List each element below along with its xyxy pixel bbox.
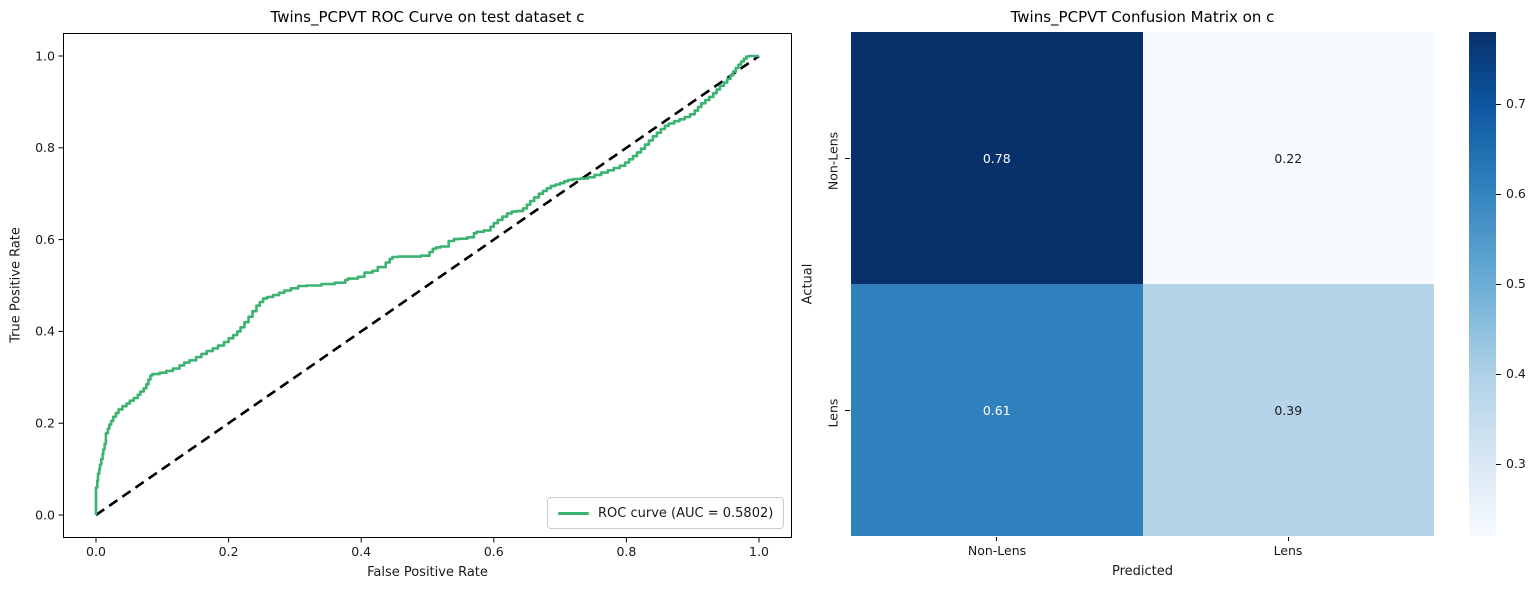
cm-x-tick-lens: Lens	[1273, 543, 1303, 558]
colorbar-tick-label: 0.3	[1506, 456, 1526, 471]
colorbar-tick-label: 0.4	[1506, 366, 1526, 381]
roc-x-axis-ticks: 0.0 0.2 0.4 0.6 0.8 1.0	[86, 538, 769, 559]
cm-cell-value: 0.39	[1274, 402, 1303, 418]
roc-curve-line	[94, 54, 759, 515]
cm-cell-value: 0.61	[982, 402, 1011, 418]
cm-cell-actuallens-prednonlens: 0.61	[851, 284, 1143, 536]
colorbar-tick-label: 0.6	[1506, 186, 1526, 201]
colorbar-tick-label: 0.7	[1506, 96, 1526, 111]
colorbar-tick-label: 0.5	[1506, 276, 1526, 291]
cm-y-tickmark	[845, 158, 850, 159]
x-tick-label: 0.8	[616, 544, 636, 559]
roc-plot-area: 0.0 0.2 0.4 0.6 0.8 1.0 0.0 0.2 0.4 0.6 0.8 1.0	[35, 33, 792, 559]
roc-legend: ROC curve (AUC = 0.5802)	[547, 497, 785, 529]
cm-xlabel: Predicted	[1111, 564, 1174, 579]
colorbar-tickmark	[1496, 463, 1501, 465]
x-tick-label: 0.2	[219, 544, 239, 559]
cm-cell-value: 0.78	[982, 150, 1011, 166]
roc-xlabel: False Positive Rate	[367, 565, 488, 580]
colorbar-tickmark	[1496, 103, 1501, 105]
roc-title: Twins_PCPVT ROC Curve on test dataset c	[270, 8, 585, 26]
cm-x-tick-nonlens: Non-Lens	[967, 543, 1027, 558]
y-tick-label: 0.8	[35, 140, 55, 155]
colorbar-tickmark	[1496, 193, 1501, 195]
y-tick-label: 0.0	[35, 507, 55, 522]
x-tick-label: 1.0	[749, 544, 769, 559]
cm-ylabel-text: Actual	[800, 263, 816, 305]
x-tick-label: 0.4	[351, 544, 371, 559]
y-tick-label: 0.2	[35, 416, 55, 431]
cm-y-tickmark	[845, 410, 850, 411]
cm-cell-value: 0.22	[1274, 150, 1303, 166]
cm-x-tickmark	[996, 537, 997, 541]
cm-x-tickmark	[1288, 537, 1289, 541]
x-tick-label: 0.6	[484, 544, 504, 559]
legend-label: ROC curve (AUC = 0.5802)	[598, 505, 774, 521]
chance-diagonal-line	[95, 54, 760, 517]
cm-title: Twins_PCPVT Confusion Matrix on c	[1010, 8, 1275, 26]
colorbar-tickmark	[1496, 283, 1501, 285]
roc-axes-spines	[63, 33, 792, 538]
confusion-matrix-heatmap: 0.78 0.22 0.61 0.39	[851, 32, 1434, 536]
legend-line-swatch	[558, 511, 589, 515]
cm-cell-actuallens-predlens: 0.39	[1142, 284, 1434, 536]
y-tick-label: 0.6	[35, 232, 55, 247]
colorbar	[1469, 32, 1496, 536]
colorbar-tickmark	[1496, 373, 1501, 375]
roc-ylabel-text: True Positive Rate	[8, 227, 24, 343]
y-tick-label: 0.4	[35, 324, 55, 339]
cm-cell-actualnonlens-prednonlens: 0.78	[851, 32, 1143, 284]
cm-cell-actualnonlens-predlens: 0.22	[1142, 32, 1434, 284]
x-tick-label: 0.0	[86, 544, 106, 559]
y-tick-label: 1.0	[35, 48, 55, 63]
roc-y-axis-ticks: 0.0 0.2 0.4 0.6 0.8 1.0	[35, 48, 63, 522]
